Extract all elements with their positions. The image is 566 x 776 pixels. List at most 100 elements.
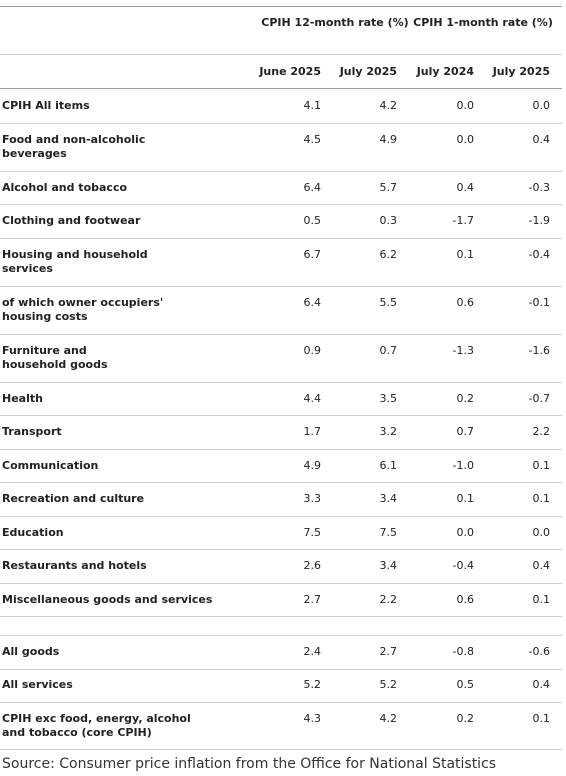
row-divider xyxy=(0,382,562,383)
row-divider xyxy=(0,334,562,335)
row-value-col-2: 7.5 xyxy=(379,526,398,539)
row-value-col-2: 5.5 xyxy=(379,296,398,309)
row-value-col-4: -1.9 xyxy=(528,214,550,227)
subheader-july-2025-1m: July 2025 xyxy=(492,65,550,78)
row-value-col-2: 4.2 xyxy=(379,99,398,112)
row-label: Food and non-alcoholic beverages xyxy=(2,133,146,160)
row-value-col-2: 2.7 xyxy=(379,645,398,658)
row-value-col-2: 2.2 xyxy=(379,593,398,606)
row-value-col-1: 4.1 xyxy=(303,99,322,112)
row-value-col-4: 0.1 xyxy=(532,593,551,606)
row-value-col-3: 0.4 xyxy=(456,181,475,194)
row-value-col-3: 0.6 xyxy=(456,296,475,309)
row-value-col-1: 2.4 xyxy=(303,645,322,658)
row-value-col-2: 5.7 xyxy=(379,181,398,194)
row-divider xyxy=(0,749,562,750)
row-divider xyxy=(0,702,562,703)
row-value-col-3: 0.5 xyxy=(456,678,475,691)
row-value-col-1: 4.9 xyxy=(303,459,322,472)
row-value-col-3: 0.6 xyxy=(456,593,475,606)
row-value-col-3: 0.2 xyxy=(456,392,475,405)
row-value-col-1: 4.5 xyxy=(303,133,322,146)
row-value-col-3: -0.4 xyxy=(452,559,474,572)
row-value-col-3: 0.0 xyxy=(456,133,475,146)
row-value-col-4: -1.6 xyxy=(528,344,550,357)
row-value-col-4: -0.7 xyxy=(528,392,550,405)
subheader-june-2025: June 2025 xyxy=(259,65,321,78)
row-value-col-4: 0.1 xyxy=(532,492,551,505)
row-label: Recreation and culture xyxy=(2,492,145,505)
table-top-rule xyxy=(0,6,562,7)
row-label: All goods xyxy=(2,645,60,658)
row-value-col-2: 0.3 xyxy=(379,214,398,227)
row-value-col-4: 0.4 xyxy=(532,133,551,146)
row-label: CPIH All items xyxy=(2,99,90,112)
row-label: Miscellaneous goods and services xyxy=(2,593,213,606)
section-divider xyxy=(0,635,562,636)
row-divider xyxy=(0,449,562,450)
row-value-col-3: 0.0 xyxy=(456,99,475,112)
row-value-col-1: 0.5 xyxy=(303,214,322,227)
row-divider xyxy=(0,415,562,416)
row-value-col-2: 6.1 xyxy=(379,459,398,472)
row-value-col-1: 1.7 xyxy=(303,425,322,438)
row-value-col-1: 3.3 xyxy=(303,492,322,505)
row-value-col-4: 0.1 xyxy=(532,712,551,725)
row-value-col-2: 3.4 xyxy=(379,559,398,572)
header-divider xyxy=(0,54,562,55)
subheader-july-2024: July 2024 xyxy=(416,65,474,78)
row-value-col-2: 3.5 xyxy=(379,392,398,405)
row-value-col-4: -0.6 xyxy=(528,645,550,658)
row-value-col-4: -0.4 xyxy=(528,248,550,261)
row-value-col-3: -1.3 xyxy=(452,344,474,357)
row-divider xyxy=(0,171,562,172)
row-value-col-4: 0.0 xyxy=(532,99,551,112)
row-label: Housing and household services xyxy=(2,248,148,275)
row-value-col-3: 0.2 xyxy=(456,712,475,725)
row-value-col-4: 2.2 xyxy=(532,425,551,438)
row-value-col-2: 3.4 xyxy=(379,492,398,505)
row-value-col-1: 0.9 xyxy=(303,344,322,357)
row-value-col-1: 2.6 xyxy=(303,559,322,572)
row-label: Communication xyxy=(2,459,99,472)
group-header-1-month: CPIH 1-month rate (%) xyxy=(413,16,553,29)
row-label: of which owner occupiers' housing costs xyxy=(2,296,164,323)
row-label: Education xyxy=(2,526,64,539)
row-value-col-3: -1.0 xyxy=(452,459,474,472)
row-value-col-4: 0.4 xyxy=(532,559,551,572)
row-value-col-3: 0.1 xyxy=(456,248,475,261)
row-value-col-4: -0.3 xyxy=(528,181,550,194)
row-value-col-1: 4.4 xyxy=(303,392,322,405)
row-value-col-2: 6.2 xyxy=(379,248,398,261)
row-divider xyxy=(0,204,562,205)
row-label: Restaurants and hotels xyxy=(2,559,147,572)
header-bottom-rule xyxy=(0,88,562,89)
row-value-col-3: -1.7 xyxy=(452,214,474,227)
row-divider xyxy=(0,583,562,584)
row-value-col-1: 2.7 xyxy=(303,593,322,606)
row-value-col-3: 0.7 xyxy=(456,425,475,438)
row-value-col-2: 4.9 xyxy=(379,133,398,146)
row-value-col-4: 0.1 xyxy=(532,459,551,472)
row-value-col-4: -0.1 xyxy=(528,296,550,309)
row-divider xyxy=(0,482,562,483)
row-value-col-4: 0.0 xyxy=(532,526,551,539)
row-label: Transport xyxy=(2,425,62,438)
row-value-col-1: 7.5 xyxy=(303,526,322,539)
row-label: Clothing and footwear xyxy=(2,214,141,227)
row-divider xyxy=(0,286,562,287)
group-header-12-month: CPIH 12-month rate (%) xyxy=(261,16,409,29)
subheader-july-2025-12m: July 2025 xyxy=(339,65,397,78)
row-label: Health xyxy=(2,392,43,405)
row-label: Alcohol and tobacco xyxy=(2,181,128,194)
row-value-col-3: 0.0 xyxy=(456,526,475,539)
row-value-col-1: 6.7 xyxy=(303,248,322,261)
row-value-col-3: -0.8 xyxy=(452,645,474,658)
row-value-col-2: 3.2 xyxy=(379,425,398,438)
row-divider xyxy=(0,616,562,617)
row-divider xyxy=(0,516,562,517)
row-divider xyxy=(0,549,562,550)
row-label: Furniture and household goods xyxy=(2,344,108,371)
row-value-col-2: 0.7 xyxy=(379,344,398,357)
row-value-col-1: 4.3 xyxy=(303,712,322,725)
